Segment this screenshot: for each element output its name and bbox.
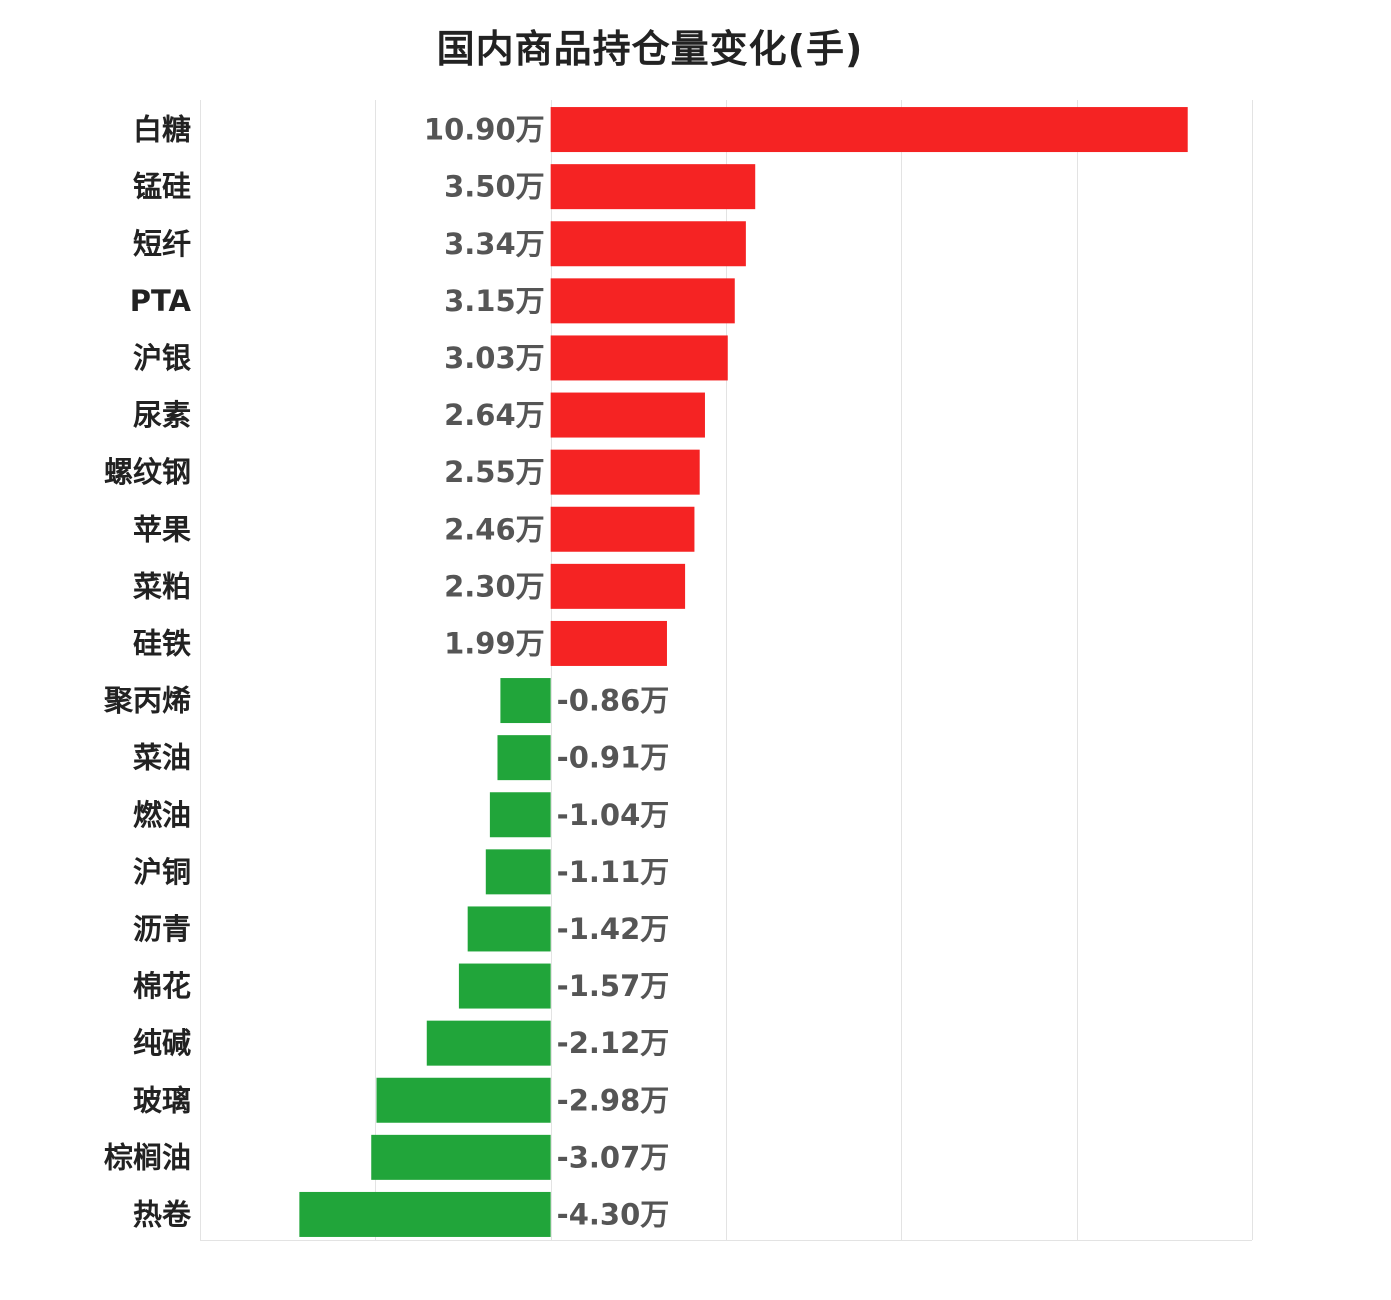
bar-8 xyxy=(550,563,686,609)
bar-14 xyxy=(467,906,551,952)
value-label: -2.98万 xyxy=(557,1083,670,1117)
bar-1 xyxy=(550,164,756,210)
gridlines xyxy=(200,100,1253,1241)
value-label: -1.04万 xyxy=(557,798,670,832)
value-label: -1.57万 xyxy=(557,969,670,1003)
bar-9 xyxy=(550,620,667,666)
category-label: 沥青 xyxy=(133,912,191,946)
bar-7 xyxy=(550,506,695,552)
bar-13 xyxy=(485,849,551,895)
category-label: 聚丙烯 xyxy=(103,684,191,718)
bar-19 xyxy=(299,1191,551,1237)
category-label: 纯碱 xyxy=(133,1026,191,1060)
category-label: 热卷 xyxy=(133,1197,192,1231)
bar-3 xyxy=(550,278,735,324)
category-label: 玻璃 xyxy=(133,1083,191,1117)
category-label: 锰硅 xyxy=(133,170,191,204)
category-label: 沪铜 xyxy=(133,855,191,889)
bar-0 xyxy=(550,107,1188,153)
value-label: -0.91万 xyxy=(557,741,670,775)
category-label: 螺纹钢 xyxy=(104,455,191,489)
value-label: 3.50万 xyxy=(444,170,545,204)
bar-12 xyxy=(489,792,551,838)
category-label: 棉花 xyxy=(133,969,191,1003)
value-label: 2.46万 xyxy=(444,512,545,546)
category-label: 棕榈油 xyxy=(104,1140,191,1174)
bar-16 xyxy=(426,1020,551,1066)
bar-2 xyxy=(550,221,746,267)
value-label: 2.30万 xyxy=(444,569,545,603)
bar-6 xyxy=(550,449,700,495)
category-label: 硅铁 xyxy=(133,626,191,660)
bar-10 xyxy=(500,678,551,724)
category-label: 短纤 xyxy=(133,227,191,261)
bar-4 xyxy=(550,335,728,381)
value-label: 3.03万 xyxy=(444,341,545,375)
value-label: 3.34万 xyxy=(444,227,545,261)
category-label: 菜粕 xyxy=(133,569,191,603)
bar-15 xyxy=(458,963,551,1009)
chart-title: 国内商品持仓量变化(手) xyxy=(436,27,864,71)
category-label: 沪银 xyxy=(133,341,191,375)
bar-5 xyxy=(550,392,705,438)
value-label: 10.90万 xyxy=(424,113,545,147)
value-label: -3.07万 xyxy=(557,1140,670,1174)
category-label: 尿素 xyxy=(133,398,191,432)
category-label: 白糖 xyxy=(133,113,191,147)
bar-18 xyxy=(371,1134,551,1180)
value-label: 2.55万 xyxy=(444,455,545,489)
value-label: -4.30万 xyxy=(557,1197,670,1231)
category-label: 菜油 xyxy=(133,741,191,775)
value-label: 3.15万 xyxy=(444,284,545,318)
bar-17 xyxy=(376,1077,551,1123)
category-label: 燃油 xyxy=(133,798,191,832)
value-label: 1.99万 xyxy=(444,626,545,660)
value-label: 2.64万 xyxy=(444,398,545,432)
category-label: PTA xyxy=(130,284,192,318)
value-label: -0.86万 xyxy=(557,684,670,718)
bars xyxy=(299,107,1188,1237)
value-label: -1.11万 xyxy=(557,855,670,889)
value-label: -1.42万 xyxy=(557,912,670,946)
category-label: 苹果 xyxy=(133,512,191,546)
bar-11 xyxy=(497,735,551,781)
value-label: -2.12万 xyxy=(557,1026,670,1060)
